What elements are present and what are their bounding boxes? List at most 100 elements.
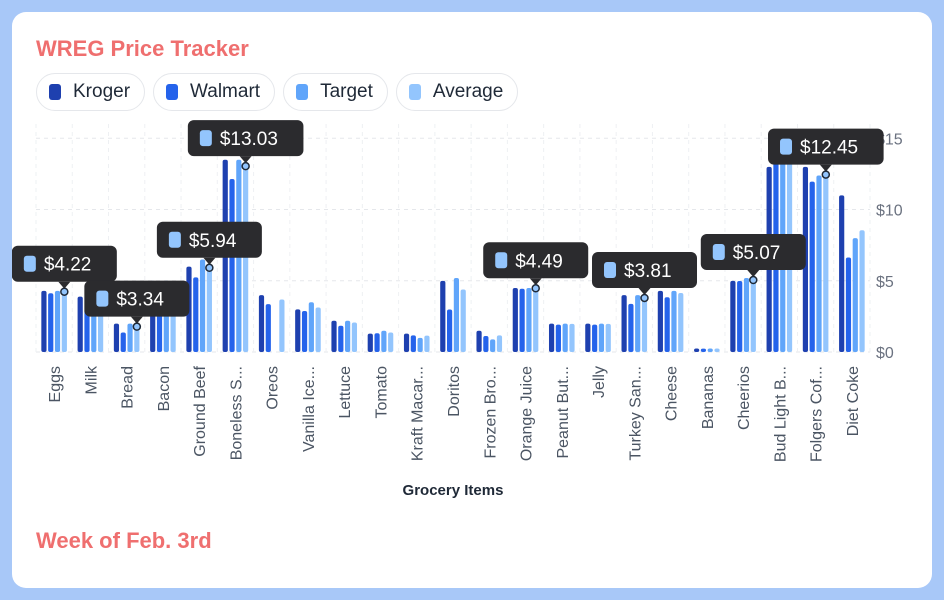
bar-kroger-vanilla-ice	[295, 309, 301, 352]
tooltip-label: $5.07	[733, 243, 781, 264]
legend-item-walmart[interactable]: Walmart	[153, 73, 276, 111]
bar-kroger-bananas	[694, 348, 700, 352]
tooltip-box	[700, 234, 806, 271]
bar-average-milk	[97, 305, 104, 352]
tooltip-label: $3.34	[116, 290, 164, 311]
tooltip-point	[640, 293, 649, 303]
tooltip-arrow	[819, 164, 832, 172]
x-tick-label: Folgers Cof...	[809, 366, 826, 462]
bar-walmart-milk	[84, 309, 90, 352]
x-tick-label: Bacon	[156, 366, 173, 411]
bar-walmart-cheese	[664, 297, 670, 352]
y-tick-label: $5	[876, 274, 894, 291]
bar-kroger-kraft-macar	[403, 333, 410, 352]
bar-walmart-tomato	[374, 333, 380, 352]
legend: Kroger Walmart Target Average	[36, 73, 519, 111]
bar-kroger-lettuce	[331, 320, 337, 352]
y-tick-label: $10	[876, 203, 903, 220]
bar-average-jelly	[605, 323, 611, 352]
tooltip-arrow	[239, 156, 252, 164]
x-tick-label: Cheerios	[736, 366, 753, 430]
bar-target-folgers-cof	[816, 175, 822, 352]
x-tick-label: Lettuce	[337, 366, 354, 419]
tooltip-swatch	[712, 244, 725, 261]
bar-target-ground-beef	[199, 259, 206, 352]
bar-walmart-vanilla-ice	[301, 310, 308, 352]
tooltip-eggs: $4.22	[12, 245, 117, 296]
legend-item-kroger[interactable]: Kroger	[36, 73, 146, 111]
bar-target-jelly	[598, 323, 605, 352]
bar-average-tomato	[388, 332, 394, 352]
bar-average-turkey-san	[641, 297, 648, 352]
x-tick-label: Vanilla Ice...	[301, 366, 318, 452]
bar-kroger-cheese	[657, 290, 663, 352]
bar-target-milk	[91, 309, 97, 352]
x-tick-label: Ground Beef	[192, 365, 209, 456]
bar-walmart-kraft-macar	[410, 335, 416, 352]
tooltip-point	[132, 322, 142, 331]
legend-swatch-kroger	[49, 84, 61, 100]
tooltip-point	[205, 263, 214, 273]
bar-target-doritos	[453, 278, 459, 352]
legend-label-walmart: Walmart	[190, 81, 261, 102]
legend-item-target[interactable]: Target	[283, 73, 388, 111]
tooltip-swatch	[604, 261, 617, 278]
bar-kroger-bread	[113, 323, 120, 352]
bar-average-eggs	[61, 291, 67, 352]
bar-walmart-lettuce	[338, 325, 344, 352]
bar-walmart-boneless-s	[229, 179, 235, 352]
footer-week: Week of Feb. 3rd	[36, 528, 212, 553]
legend-swatch-target	[296, 84, 309, 100]
legend-swatch-walmart	[166, 84, 179, 100]
bar-average-bananas	[714, 348, 720, 352]
tooltip-point	[821, 170, 831, 179]
bar-average-cheerios	[750, 280, 756, 352]
legend-label-average: Average	[432, 81, 504, 102]
bar-walmart-eggs	[48, 293, 54, 352]
tooltip-label: $5.94	[189, 231, 237, 252]
tooltip-box	[12, 245, 117, 282]
bar-kroger-frozen-bro	[476, 330, 482, 352]
bar-walmart-turkey-san	[628, 303, 634, 352]
bar-average-ground-beef	[206, 267, 212, 352]
tooltip-swatch	[168, 231, 181, 248]
bar-average-boneless-s	[243, 166, 249, 352]
bar-target-kraft-macar	[417, 337, 423, 352]
bar-average-bread	[134, 326, 140, 352]
x-tick-label: Kraft Macar...	[410, 366, 427, 461]
bar-target-cheese	[671, 290, 677, 352]
tooltip-folgers-cof: $12.45	[768, 128, 884, 179]
bar-kroger-oreos	[258, 295, 265, 352]
bar-walmart-bananas	[700, 348, 707, 352]
legend-item-average[interactable]: Average	[395, 73, 519, 111]
bar-target-bread	[127, 323, 133, 352]
legend-label-kroger: Kroger	[73, 81, 131, 102]
bar-average-diet-coke	[859, 230, 865, 352]
tooltip-box	[187, 120, 304, 157]
bar-average-lettuce	[351, 322, 358, 352]
tooltip-label: $13.03	[220, 129, 278, 150]
tooltip-arrow	[529, 278, 542, 286]
tooltip-bread: $3.34	[84, 280, 190, 331]
tooltip-point	[749, 275, 758, 285]
bar-walmart-cheerios	[737, 281, 743, 352]
tooltip-box	[768, 128, 884, 165]
x-tick-label: Bananas	[700, 366, 717, 429]
x-tick-label: Jelly	[591, 366, 608, 398]
tooltip-box	[483, 242, 589, 279]
tooltip-swatch	[23, 255, 36, 272]
x-tick-label: Eggs	[47, 366, 64, 402]
tooltip-cheerios: $5.07	[700, 234, 806, 285]
bar-target-lettuce	[345, 320, 351, 352]
bar-walmart-jelly	[592, 324, 598, 352]
x-tick-label: Doritos	[446, 366, 463, 417]
bar-target-orange-juice	[526, 288, 532, 352]
bar-average-orange-juice	[533, 288, 539, 352]
bar-average-kraft-macar	[424, 335, 430, 352]
tooltip-label: $12.45	[800, 138, 858, 159]
tooltip-arrow	[203, 257, 216, 265]
bar-walmart-diet-coke	[845, 257, 852, 352]
x-tick-label: Orange Juice	[519, 366, 536, 461]
bar-average-peanut-but	[569, 323, 575, 352]
